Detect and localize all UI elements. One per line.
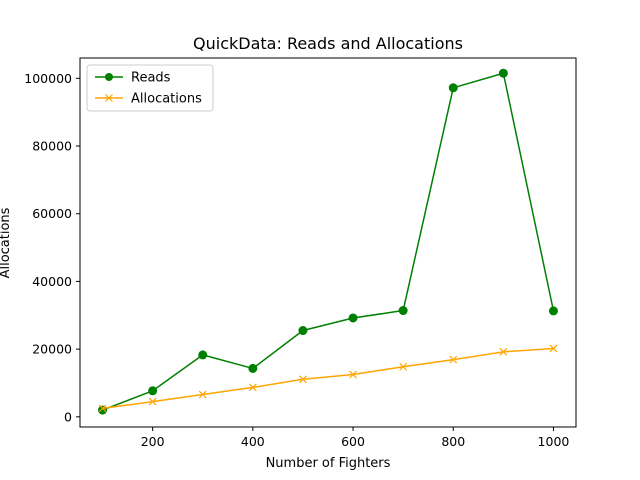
legend-marker-allocations: [105, 94, 113, 102]
data-point-allocations: [349, 370, 357, 379]
data-point-allocations: [148, 397, 157, 406]
data-point-allocations: [399, 362, 408, 371]
data-point-reads: [548, 306, 558, 316]
legend-label-reads: Reads: [131, 71, 171, 86]
y-axis-label: Allocations: [0, 207, 13, 278]
y-tick-label: 0: [64, 409, 72, 424]
plot-area: 200 400 600 800 1000 0 20000 40000 60000 80000 100…: [24, 57, 577, 449]
y-tick-label: 80000: [32, 139, 72, 154]
y-tick-label: 40000: [32, 274, 72, 289]
legend-marker-reads: [105, 73, 113, 81]
data-point-reads: [348, 313, 358, 323]
y-tick-label: 20000: [32, 342, 72, 357]
y-tick-label: 100000: [24, 71, 72, 86]
data-point-allocations: [98, 404, 107, 413]
data-point-allocations: [248, 383, 257, 392]
x-tick-label: 600: [341, 434, 365, 449]
series-line-allocations: [102, 347, 554, 410]
data-point-allocations: [198, 390, 207, 399]
x-tick-label: 200: [141, 434, 165, 449]
data-point-allocations: [549, 344, 558, 353]
x-tick-label: 1000: [538, 434, 570, 449]
data-point-allocations: [449, 355, 458, 364]
data-point-reads: [448, 83, 458, 93]
x-tick-label: 800: [441, 434, 465, 449]
data-point-allocations: [499, 347, 508, 356]
x-tick-label: 400: [241, 434, 265, 449]
series-line-reads: [102, 72, 555, 411]
data-point-reads: [248, 363, 258, 373]
y-tick-label: 60000: [32, 206, 72, 221]
data-point-reads: [398, 306, 408, 316]
data-point-reads: [198, 350, 208, 360]
data-point-allocations: [299, 375, 307, 384]
data-point-reads: [298, 326, 308, 336]
data-point-reads: [498, 68, 508, 78]
x-axis-label: Number of Fighters: [266, 456, 391, 471]
data-point-reads: [148, 386, 158, 396]
chart-title: QuickData: Reads and Allocations: [193, 34, 463, 53]
axes-frame: [79, 57, 577, 428]
legend-label-allocations: Allocations: [131, 92, 202, 107]
